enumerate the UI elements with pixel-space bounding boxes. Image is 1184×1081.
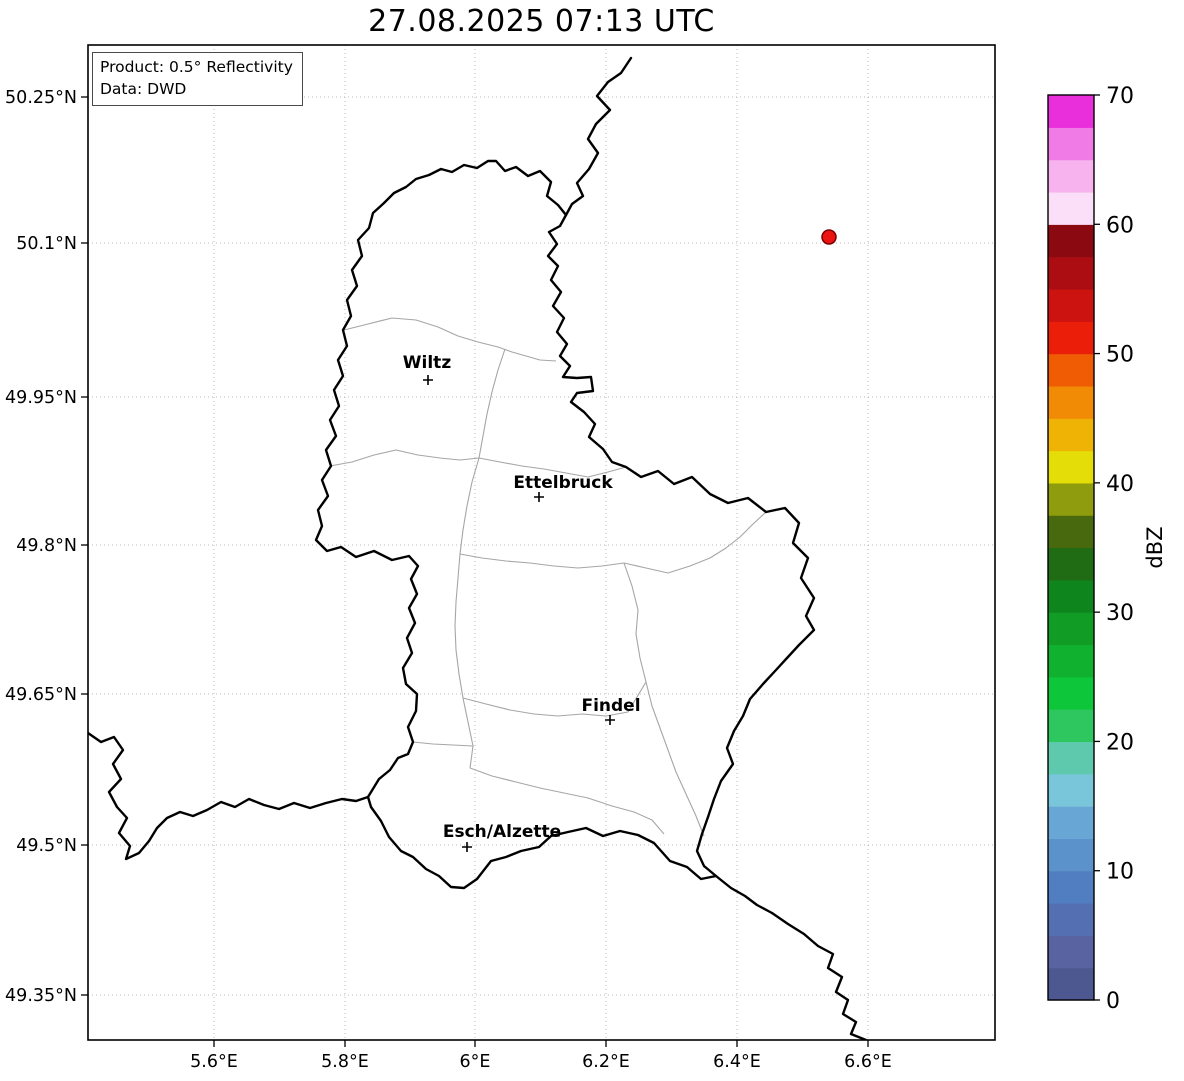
colorbar-segment (1048, 870, 1094, 904)
colorbar-tick-label: 20 (1106, 730, 1134, 755)
city-marker-findel (605, 715, 615, 725)
x-tick-label: 6.6°E (844, 1052, 892, 1072)
district-border (412, 741, 474, 747)
colorbar-tick-label: 60 (1106, 213, 1134, 238)
y-tick-label: 49.95°N (5, 388, 77, 408)
colorbar-tick-label: 30 (1106, 601, 1134, 626)
colorbar-segment (1048, 644, 1094, 678)
colorbar-tick-label: 70 (1106, 84, 1134, 109)
colorbar-segment (1048, 579, 1094, 613)
district-border (478, 457, 627, 478)
city-label-findel: Findel (581, 696, 640, 716)
colorbar-segment (1048, 838, 1094, 872)
district-border (459, 511, 767, 574)
district-border (329, 449, 480, 467)
x-tick-label: 6.2°E (582, 1052, 630, 1072)
colorbar-segment (1048, 353, 1094, 387)
colorbar-segment (1048, 450, 1094, 484)
map-layer: Wiltz Ettelbruck Findel Esch/Alzette (88, 56, 868, 1040)
colorbar-segment (1048, 288, 1094, 322)
colorbar-outline (1047, 94, 1095, 1001)
colorbar-segment (1048, 741, 1094, 775)
data-source-line: Data: DWD (100, 80, 187, 99)
product-info-line: Product: 0.5° Reflectivity (100, 58, 293, 76)
colorbar-segment (1048, 676, 1094, 710)
y-tick-label: 49.8°N (16, 536, 77, 556)
colorbar-segment (1048, 612, 1094, 646)
colorbar-segment (1048, 191, 1094, 225)
city-label-esch-alzette: Esch/Alzette (443, 822, 561, 842)
radar-site-marker (821, 229, 837, 245)
x-tick-label: 5.6°E (190, 1052, 238, 1072)
colorbar-segment (1048, 773, 1094, 807)
colorbar-segment (1048, 806, 1094, 839)
belgium-france-border (88, 731, 370, 861)
district-border (462, 681, 647, 717)
colorbar-segment (1048, 967, 1094, 1001)
colorbar-axis-label: dBZ (1143, 526, 1167, 568)
colorbar-segment (1048, 385, 1094, 419)
x-tick-label: 6°E (460, 1052, 491, 1072)
district-border (469, 767, 665, 835)
y-tick-label: 49.65°N (5, 685, 77, 705)
colorbar-segment (1048, 95, 1094, 128)
luxembourg-border (314, 159, 816, 890)
district-border (478, 348, 506, 459)
city-label-wiltz: Wiltz (403, 353, 452, 373)
y-tick-label: 49.35°N (5, 986, 77, 1006)
city-marker-esch-alzette (462, 842, 472, 852)
product-info-box: Product: 0.5° Reflectivity Data: DWD (92, 52, 303, 106)
colorbar-segment (1048, 127, 1094, 161)
colorbar-tick-label: 10 (1106, 860, 1134, 885)
city-label-ettelbruck: Ettelbruck (513, 473, 613, 493)
colorbar-tick-label: 40 (1106, 472, 1134, 497)
colorbar-segment (1048, 256, 1094, 290)
district-border (454, 457, 480, 769)
colorbar-segment (1048, 903, 1094, 936)
colorbar-segment (1048, 224, 1094, 258)
city-marker-wiltz (423, 375, 433, 385)
colorbar-tick-label: 50 (1106, 343, 1134, 368)
colorbar-segment (1048, 159, 1094, 193)
plot-frame (87, 44, 996, 1041)
figure-title: 27.08.2025 07:13 UTC (368, 4, 715, 39)
district-border (623, 562, 705, 837)
germany-france-border (714, 874, 868, 1040)
colorbar-segment (1048, 482, 1094, 516)
colorbar-segment (1048, 515, 1094, 549)
x-tick-label: 6.4°E (713, 1052, 761, 1072)
colorbar-segment (1048, 321, 1094, 355)
y-tick-label: 50.1°N (16, 234, 77, 254)
y-tick-label: 50.25°N (5, 88, 77, 108)
colorbar-segment (1048, 547, 1094, 581)
colorbar-segment (1048, 935, 1094, 969)
colorbar-tick-label: 0 (1106, 989, 1120, 1014)
x-tick-label: 5.8°E (321, 1052, 369, 1072)
colorbar-segment (1048, 418, 1094, 452)
y-tick-label: 49.5°N (16, 836, 77, 856)
city-marker-ettelbruck (534, 492, 544, 502)
district-border (343, 317, 557, 362)
colorbar-segment (1048, 709, 1094, 743)
belgium-germany-border (564, 56, 633, 217)
